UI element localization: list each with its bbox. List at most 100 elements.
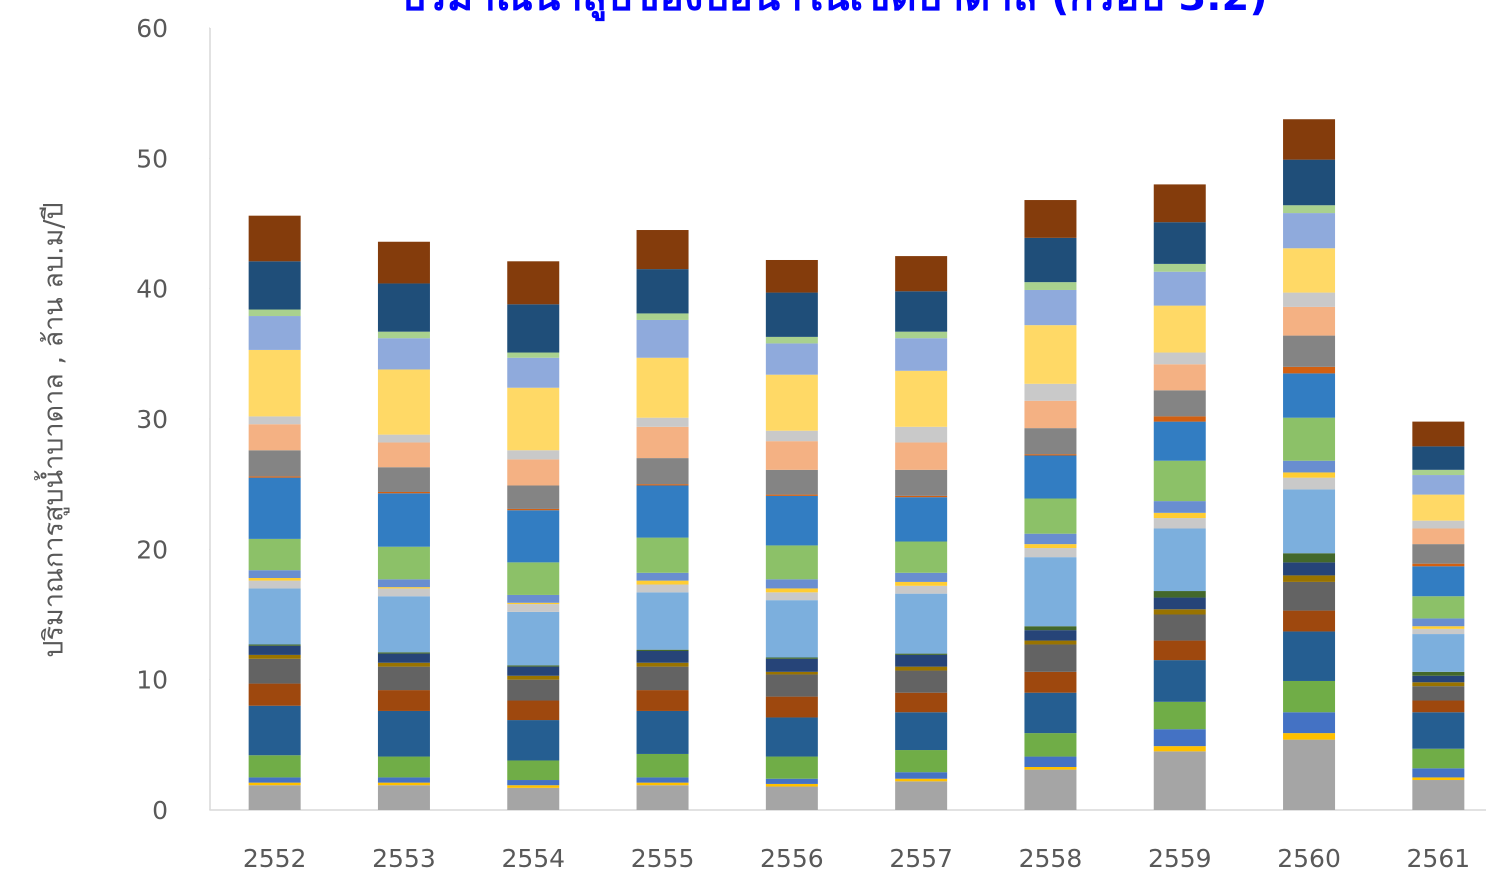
bar-segment xyxy=(377,587,430,589)
bar-segment xyxy=(377,785,430,810)
bar-segment xyxy=(1283,733,1336,740)
y-tick-label: 50 xyxy=(136,144,168,173)
bar-segment xyxy=(1283,205,1336,214)
bar-segment xyxy=(636,417,689,427)
bar-segment xyxy=(1153,501,1206,513)
bar-segment xyxy=(636,537,689,573)
bar-segment xyxy=(507,785,560,788)
bar-segment xyxy=(1024,454,1077,456)
bar-segment xyxy=(1153,597,1206,610)
bar-segment xyxy=(377,331,430,339)
x-tick-label: 2561 xyxy=(1407,844,1471,873)
bar-segment xyxy=(377,283,430,332)
bar-segment xyxy=(636,592,689,650)
bar-segment xyxy=(1153,263,1206,272)
bar-segment xyxy=(1412,618,1465,627)
bar-segment xyxy=(895,572,948,582)
bar-segment xyxy=(1283,159,1336,206)
bar-segment xyxy=(248,416,301,425)
x-tick-label: 2556 xyxy=(760,844,824,873)
bar-segment xyxy=(507,352,560,358)
bar-segment xyxy=(1153,416,1206,422)
bar-segment xyxy=(377,546,430,580)
bar-segment xyxy=(895,585,948,594)
bar-segment xyxy=(248,785,301,810)
bar-segment xyxy=(1153,614,1206,641)
bar-segment xyxy=(507,700,560,721)
bar-segment xyxy=(377,588,430,597)
bar-segment xyxy=(248,261,301,310)
bar-segment xyxy=(765,292,818,337)
bar-segment xyxy=(1412,528,1465,545)
bar-segment xyxy=(507,666,560,676)
bar-segment xyxy=(636,690,689,711)
bar-segment xyxy=(1412,675,1465,683)
bar-segment xyxy=(1412,566,1465,597)
bar-segment xyxy=(765,430,818,442)
bar-segment xyxy=(765,579,818,589)
bar-segment xyxy=(1024,400,1077,429)
bar-segment xyxy=(765,756,818,779)
bar-segment xyxy=(507,485,560,509)
bar-segment xyxy=(1283,489,1336,554)
bar-segment xyxy=(248,654,301,659)
bar-segment xyxy=(377,690,430,711)
bar-segment xyxy=(636,572,689,581)
bar-segment xyxy=(507,675,560,680)
bar-segment xyxy=(765,588,818,593)
bar-segment xyxy=(248,349,301,417)
bar-segment xyxy=(1283,562,1336,576)
bar-segment xyxy=(1412,700,1465,713)
bar-segment xyxy=(765,592,818,601)
bar-segment xyxy=(507,602,560,605)
bar-segment xyxy=(377,782,430,786)
bar-segment xyxy=(895,781,948,810)
bar-segment xyxy=(377,467,430,492)
bar-segment xyxy=(1412,446,1465,470)
bar-segment xyxy=(1153,528,1206,592)
bar-segment xyxy=(1412,475,1465,495)
bar-segment xyxy=(248,538,301,571)
bar-segment xyxy=(895,654,948,667)
bar-segment xyxy=(1024,289,1077,326)
bar-segment xyxy=(1153,518,1206,529)
bar-segment xyxy=(1283,712,1336,734)
bar-segment xyxy=(1283,581,1336,611)
bar-segment xyxy=(1024,626,1077,631)
bar-segment xyxy=(765,778,818,784)
bar-segment xyxy=(248,777,301,783)
bar-segment xyxy=(377,493,430,547)
bar-segment xyxy=(377,756,430,778)
bar-segment xyxy=(1024,640,1077,645)
bar-segment xyxy=(765,717,818,757)
bar-segment xyxy=(765,374,818,431)
bar-segment xyxy=(248,683,301,706)
bar-segment xyxy=(1153,184,1206,223)
bar-segment xyxy=(1153,701,1206,730)
bar-segment xyxy=(507,510,560,563)
bar-segment xyxy=(1412,682,1465,687)
bar-segment xyxy=(1024,455,1077,499)
bar-segment xyxy=(895,712,948,751)
bar-segment xyxy=(1153,512,1206,519)
bar-segment xyxy=(1153,729,1206,747)
bar-segment xyxy=(1283,292,1336,307)
bar-segment xyxy=(1153,660,1206,702)
bar-segment xyxy=(895,426,948,443)
bar-segment xyxy=(1153,751,1206,810)
bar-segment xyxy=(895,291,948,332)
x-tick-label: 2553 xyxy=(372,844,436,873)
bar-segment xyxy=(507,261,560,305)
bar-segment xyxy=(1412,777,1465,781)
bar-segment xyxy=(765,786,818,810)
bar-segment xyxy=(895,442,948,470)
bar-segment xyxy=(1283,610,1336,632)
bar-segment xyxy=(507,387,560,451)
bar-segment xyxy=(636,782,689,786)
bar-segment xyxy=(248,316,301,350)
bar-segment xyxy=(1283,631,1336,681)
bar-segment xyxy=(636,662,689,667)
bar-segment xyxy=(1024,533,1077,545)
bar-segment xyxy=(636,458,689,485)
